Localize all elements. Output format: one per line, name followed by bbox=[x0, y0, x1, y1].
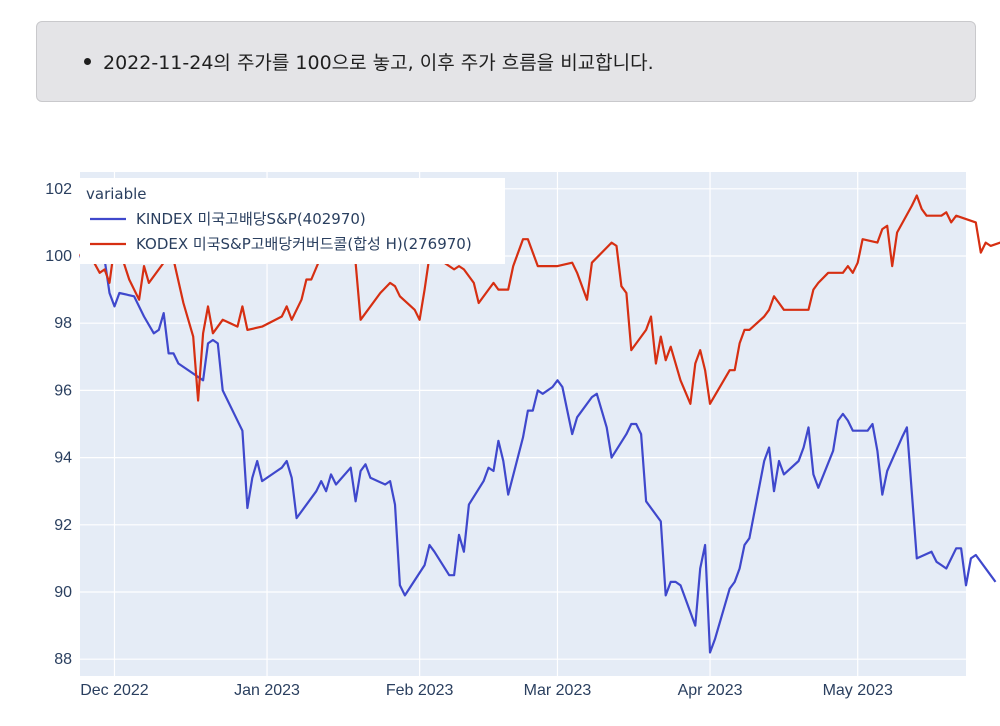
x-tick-label: Mar 2023 bbox=[524, 682, 592, 699]
series-line-2 bbox=[79, 194, 1000, 405]
legend-entry[interactable]: KODEX 미국S&P고배당커버드콜(합성 H)(276970) bbox=[136, 235, 472, 253]
y-tick-label: 96 bbox=[54, 382, 72, 399]
x-tick-label: May 2023 bbox=[823, 682, 893, 699]
y-tick-label: 88 bbox=[54, 651, 72, 668]
y-tick-label: 100 bbox=[45, 248, 72, 265]
notice-text: 2022-11-24의 주가를 100으로 놓고, 이후 주가 흐름을 비교합니… bbox=[103, 52, 654, 74]
y-tick-label: 90 bbox=[54, 584, 72, 601]
bullet-icon bbox=[84, 58, 91, 65]
x-tick-label: Dec 2022 bbox=[80, 682, 149, 699]
legend[interactable]: variable KINDEX 미국고배당S&P(402970) KODEX 미국… bbox=[80, 178, 505, 264]
y-axis-ticks: 88 90 92 94 96 98 100 102 bbox=[45, 181, 72, 668]
legend-title: variable bbox=[86, 185, 147, 203]
x-axis-ticks: Dec 2022 Jan 2023 Feb 2023 Mar 2023 Apr 2023… bbox=[80, 682, 893, 699]
y-tick-label: 98 bbox=[54, 315, 72, 332]
y-tick-label: 94 bbox=[54, 450, 72, 467]
x-tick-label: Jan 2023 bbox=[234, 682, 300, 699]
legend-items: KINDEX 미국고배당S&P(402970) KODEX 미국S&P고배당커버드… bbox=[90, 210, 472, 253]
y-tick-label: 92 bbox=[54, 517, 72, 534]
notice-box: 2022-11-24의 주가를 100으로 놓고, 이후 주가 흐름을 비교합니… bbox=[36, 21, 976, 102]
x-tick-label: Feb 2023 bbox=[386, 682, 454, 699]
x-tick-label: Apr 2023 bbox=[678, 682, 743, 699]
series-lines bbox=[79, 194, 1000, 654]
series-line-1 bbox=[79, 251, 997, 654]
legend-background bbox=[80, 178, 505, 264]
y-tick-label: 102 bbox=[45, 181, 72, 198]
legend-entry[interactable]: KINDEX 미국고배당S&P(402970) bbox=[136, 210, 366, 228]
